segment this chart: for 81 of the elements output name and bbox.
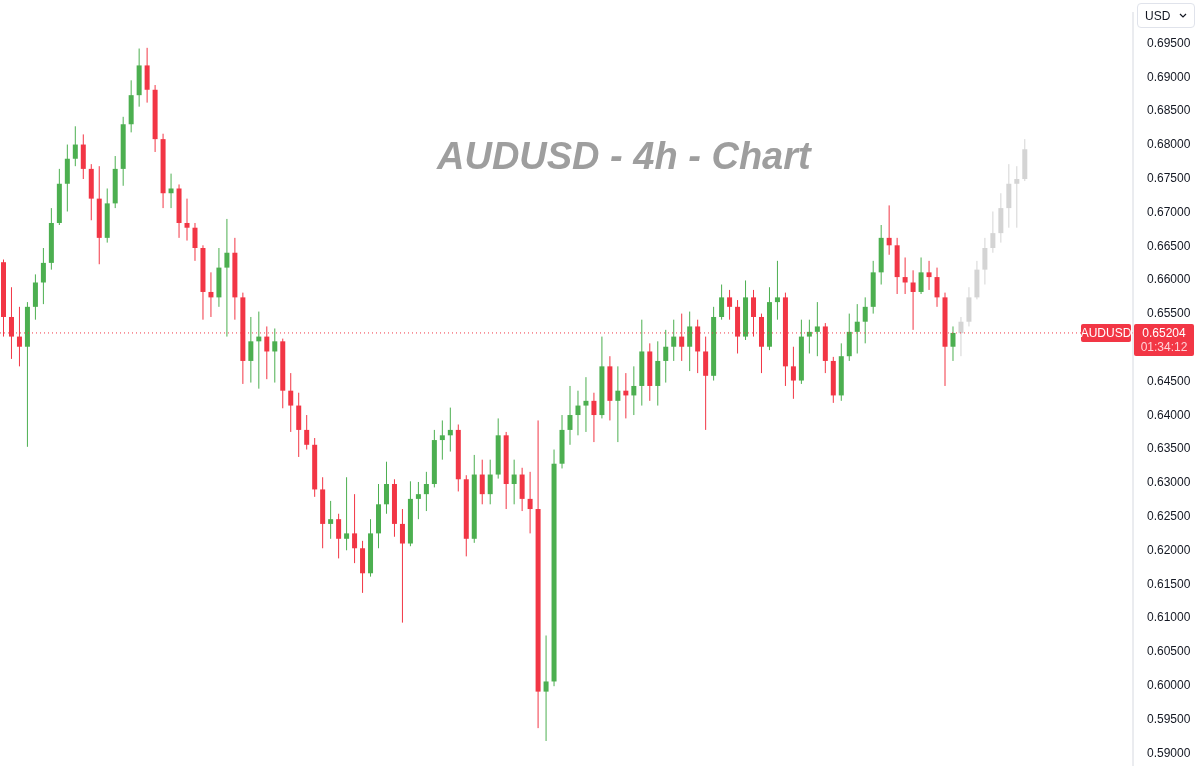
y-tick-label: 0.67000 bbox=[1147, 204, 1191, 219]
candlestick bbox=[910, 269, 916, 331]
y-tick-label: 0.64500 bbox=[1147, 373, 1191, 388]
candlestick bbox=[902, 256, 908, 295]
y-tick-label: 0.63500 bbox=[1147, 441, 1191, 456]
y-tick-label: 0.67500 bbox=[1147, 170, 1191, 185]
candlestick bbox=[344, 476, 350, 551]
y-axis-title: USD bbox=[1145, 8, 1171, 23]
candlestick bbox=[982, 237, 988, 286]
y-tick-label: 0.60500 bbox=[1147, 644, 1191, 659]
y-tick-label: 0.66000 bbox=[1147, 272, 1191, 287]
candlestick bbox=[447, 407, 453, 453]
candlestick bbox=[918, 256, 924, 295]
candlestick bbox=[336, 513, 342, 559]
candlestick bbox=[719, 284, 725, 321]
candlestick bbox=[990, 210, 996, 254]
candlestick bbox=[583, 376, 589, 433]
text: 01:34:12 bbox=[1140, 339, 1188, 354]
candlestick bbox=[926, 260, 932, 291]
candlestick bbox=[687, 311, 693, 372]
candlestick bbox=[774, 260, 780, 321]
candlestick bbox=[383, 461, 389, 515]
y-tick-label: 0.69500 bbox=[1147, 35, 1191, 50]
candlestick bbox=[288, 372, 294, 433]
text: 0.65204 bbox=[1142, 325, 1187, 340]
candlestick bbox=[423, 471, 429, 512]
candlestick bbox=[304, 414, 310, 451]
y-tick-label: 0.59000 bbox=[1147, 745, 1191, 760]
y-tick-label: 0.62500 bbox=[1147, 509, 1191, 524]
y-tick-label: 0.60000 bbox=[1147, 678, 1191, 693]
candlestick bbox=[615, 365, 621, 443]
y-tick-label: 0.65500 bbox=[1147, 306, 1191, 321]
y-tick-label: 0.64000 bbox=[1147, 407, 1191, 422]
candlestick bbox=[862, 296, 868, 344]
candlestick bbox=[663, 329, 669, 384]
ref-line-label: AUDUSD bbox=[1080, 325, 1132, 340]
candlestick bbox=[958, 316, 964, 357]
y-tick-label: 0.61500 bbox=[1147, 576, 1191, 591]
candlestick bbox=[591, 392, 597, 443]
candlestick bbox=[72, 125, 78, 167]
candlestick bbox=[631, 365, 637, 416]
candlestick bbox=[527, 471, 533, 534]
candlestick bbox=[886, 204, 892, 256]
y-tick-label: 0.68000 bbox=[1147, 137, 1191, 152]
candlestick bbox=[814, 301, 820, 357]
y-tick-label: 0.61000 bbox=[1147, 610, 1191, 625]
candlestick bbox=[168, 173, 174, 209]
text: AUDUSD - 4h - Chart bbox=[437, 134, 811, 178]
y-tick-label: 0.68500 bbox=[1147, 103, 1191, 118]
candlestick bbox=[854, 303, 860, 354]
candlestick bbox=[192, 222, 198, 262]
candlestick bbox=[567, 385, 573, 446]
y-tick-label: 0.62000 bbox=[1147, 542, 1191, 557]
candlestick bbox=[543, 634, 549, 742]
y-tick-label: 0.69000 bbox=[1147, 69, 1191, 84]
candlestick bbox=[272, 327, 278, 384]
candlestick bbox=[479, 459, 485, 505]
candlestick bbox=[511, 459, 517, 505]
candlestick bbox=[40, 247, 46, 305]
candlestick bbox=[1014, 165, 1020, 229]
dropdown: USD bbox=[1137, 3, 1195, 28]
candlestick bbox=[184, 198, 190, 242]
candlestick bbox=[415, 481, 421, 520]
candlestick bbox=[487, 459, 493, 505]
candlestick bbox=[934, 267, 940, 308]
candlestick bbox=[950, 325, 956, 362]
y-tick-label: 0.63000 bbox=[1147, 475, 1191, 490]
candlestick bbox=[248, 316, 254, 384]
candlestick bbox=[439, 419, 445, 461]
candlestick bbox=[352, 493, 358, 564]
candlestick bbox=[575, 390, 581, 436]
candlestick bbox=[790, 346, 796, 400]
y-tick-label: 0.59500 bbox=[1147, 711, 1191, 726]
candlestick bbox=[399, 508, 405, 624]
candlestick bbox=[727, 289, 733, 321]
candlestick bbox=[328, 500, 334, 540]
candlestick bbox=[208, 271, 214, 318]
y-tick-label: 0.66500 bbox=[1147, 238, 1191, 253]
candlestick bbox=[671, 319, 677, 362]
candlestick bbox=[224, 218, 230, 338]
candlestick bbox=[806, 319, 812, 354]
